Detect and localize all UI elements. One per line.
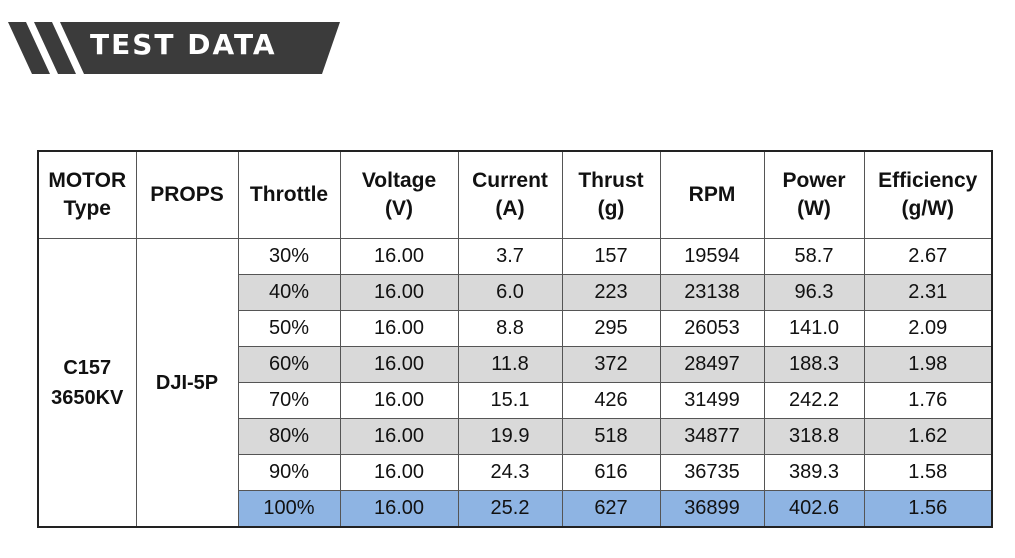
table-cell: 627	[561, 490, 661, 528]
table-cell: 80%	[237, 418, 341, 455]
table-cell: 426	[561, 382, 661, 419]
table-cell: 70%	[237, 382, 341, 419]
table-cell: 157	[561, 238, 661, 275]
motor-type-text: C157	[63, 356, 112, 379]
table-cell: 96.3	[763, 274, 865, 311]
table-cell: 402.6	[763, 490, 865, 528]
table-cell: 30%	[237, 238, 341, 275]
column-header-text: Thrust	[578, 168, 644, 192]
table-cell: 141.0	[763, 310, 865, 347]
column-header: MOTOR Type	[37, 150, 137, 239]
table-cell: 19594	[659, 238, 765, 275]
table-row: 50% 16.00 8.8 295 26053 141.0 2.09	[38, 310, 993, 347]
table-cell: 616	[561, 454, 661, 491]
table-cell: 2.31	[863, 274, 993, 311]
test-data-table: MOTOR Type PROPS Throttle Voltage (V) Current (…	[37, 150, 993, 528]
column-header-text: RPM	[688, 182, 736, 206]
column-header: Efficiency (g/W)	[863, 150, 993, 239]
table-cell: 24.3	[457, 454, 563, 491]
table-cell: 23138	[659, 274, 765, 311]
table-cell: 2.09	[863, 310, 993, 347]
table-row: C157 3650KV DJI-5P 30% 16.00 3.7 157 19594 58.7 2…	[37, 238, 993, 528]
column-header: RPM	[659, 150, 765, 239]
table-cell: 16.00	[339, 382, 459, 419]
table-cell: 6.0	[457, 274, 563, 311]
column-header: Power (W)	[763, 150, 865, 239]
column-header-text: (V)	[385, 197, 413, 220]
table-cell: 16.00	[339, 490, 459, 528]
table-cell: 518	[561, 418, 661, 455]
column-header-text: (g)	[597, 197, 625, 220]
column-header-text: Efficiency	[878, 168, 978, 192]
table-cell: 3.7	[457, 238, 563, 275]
table-cell: 223	[561, 274, 661, 311]
table-cell: 36899	[659, 490, 765, 528]
table-cell: 16.00	[339, 310, 459, 347]
banner-stripes-icon	[8, 22, 340, 74]
table-cell: 31499	[659, 382, 765, 419]
table-cell: 16.00	[339, 454, 459, 491]
table-cell: 19.9	[457, 418, 563, 455]
column-header: Voltage (V)	[339, 150, 459, 239]
table-cell: 40%	[237, 274, 341, 311]
table-cell: 1.62	[863, 418, 993, 455]
table-cell: 100%	[237, 490, 341, 528]
table-cell: 58.7	[763, 238, 865, 275]
table-cell: 16.00	[339, 238, 459, 275]
column-header-text: MOTOR	[48, 168, 127, 192]
table-cell: 28497	[659, 346, 765, 383]
table-cell: 295	[561, 310, 661, 347]
table-cell: 25.2	[457, 490, 563, 528]
table-row: 40% 16.00 6.0 223 23138 96.3 2.31	[38, 274, 993, 311]
header-row: MOTOR Type PROPS Throttle Voltage (V) Current (…	[37, 150, 993, 239]
table-cell: 16.00	[339, 346, 459, 383]
table-cell: 1.58	[863, 454, 993, 491]
table-cell: 1.98	[863, 346, 993, 383]
column-header-text: (A)	[495, 197, 525, 220]
table-cell: 11.8	[457, 346, 563, 383]
table-cell: 26053	[659, 310, 765, 347]
column-header-text: (g/W)	[901, 197, 954, 220]
column-header-text: (W)	[797, 197, 831, 220]
table-cell: 188.3	[763, 346, 865, 383]
table-cell: 15.1	[457, 382, 563, 419]
column-header-text: PROPS	[150, 182, 224, 206]
table-row: 100% 16.00 25.2 627 36899 402.6 1.56	[38, 490, 993, 528]
table-cell: 1.56	[863, 490, 993, 528]
table-row: 70% 16.00 15.1 426 31499 242.2 1.76	[38, 382, 993, 419]
column-header-text: Current	[472, 168, 548, 192]
table-cell: 389.3	[763, 454, 865, 491]
table-cell: 60%	[237, 346, 341, 383]
table-cell: 50%	[237, 310, 341, 347]
table-row: 80% 16.00 19.9 518 34877 318.8 1.62	[38, 418, 993, 455]
column-header: PROPS	[135, 150, 239, 239]
column-header-text: Power	[782, 168, 846, 192]
table-cell: 1.76	[863, 382, 993, 419]
motor-type-cell: C157 3650KV	[37, 238, 137, 528]
table-cell: 8.8	[457, 310, 563, 347]
column-header: Thrust (g)	[561, 150, 661, 239]
table-cell: 372	[561, 346, 661, 383]
column-header: Current (A)	[457, 150, 563, 239]
test-data-banner: TEST DATA	[0, 0, 340, 80]
banner-title: TEST DATA	[90, 28, 277, 61]
table-cell: 2.67	[863, 238, 993, 275]
table-cell: 16.00	[339, 274, 459, 311]
table-cell: 34877	[659, 418, 765, 455]
table-cell: 318.8	[763, 418, 865, 455]
table-cell: 36735	[659, 454, 765, 491]
table-row: 90% 16.00 24.3 616 36735 389.3 1.58	[38, 454, 993, 491]
table-cell: 16.00	[339, 418, 459, 455]
column-header-text: Voltage	[361, 168, 437, 192]
table-cell: 242.2	[763, 382, 865, 419]
column-header: Throttle	[237, 150, 341, 239]
motor-type-text: 3650KV	[51, 386, 124, 409]
column-header-text: Type	[63, 197, 111, 220]
column-header-text: Throttle	[249, 182, 329, 206]
table-cell: 90%	[237, 454, 341, 491]
props-cell: DJI-5P	[135, 238, 239, 528]
